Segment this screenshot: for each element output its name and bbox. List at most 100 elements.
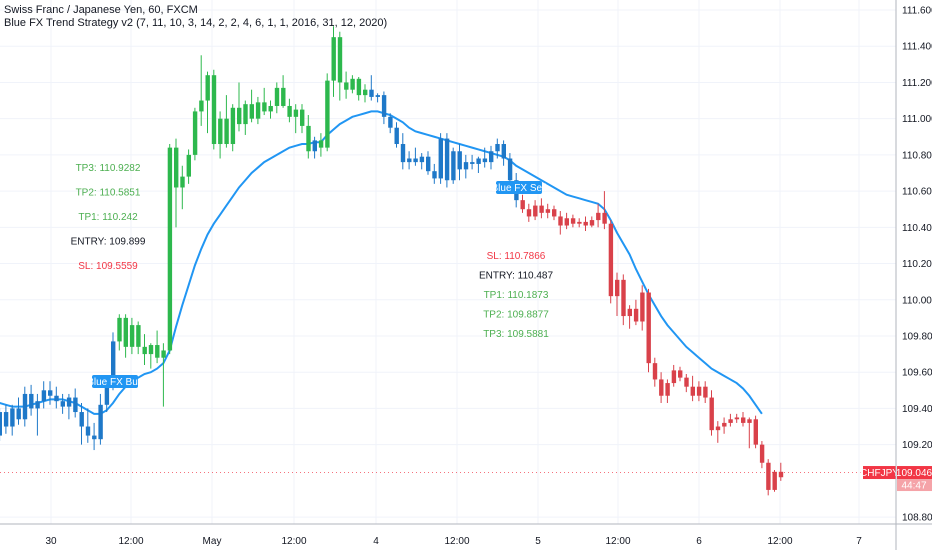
candle-body xyxy=(192,111,198,155)
candle xyxy=(734,413,740,423)
candle-body xyxy=(111,341,116,382)
candle xyxy=(545,203,551,219)
candle xyxy=(186,149,191,184)
candle xyxy=(66,393,72,420)
candle-body xyxy=(419,156,425,163)
price-tick-label: 110.600 xyxy=(902,187,932,198)
candle-body xyxy=(621,279,626,317)
candle-body xyxy=(495,144,500,152)
candle-body xyxy=(230,107,236,145)
candle-body xyxy=(356,78,362,96)
time-tick-label: 12:00 xyxy=(118,536,143,547)
candle-body xyxy=(400,144,406,163)
time-tick-label: 12:00 xyxy=(605,536,630,547)
candle-body xyxy=(759,444,765,463)
price-tick-label: 110.400 xyxy=(902,223,932,234)
candle-body xyxy=(180,176,185,188)
current-price-bg xyxy=(897,466,932,480)
price-tick-label: 109.800 xyxy=(902,331,932,342)
candle-body xyxy=(142,346,147,355)
candle xyxy=(79,402,84,445)
candle xyxy=(640,285,645,331)
candle-body xyxy=(104,381,110,405)
candle-body xyxy=(0,412,2,436)
candle xyxy=(407,151,412,170)
candle-body xyxy=(615,279,620,297)
candle xyxy=(205,71,210,134)
candle-body xyxy=(709,397,714,431)
candle xyxy=(400,133,406,170)
candle-body xyxy=(533,205,538,217)
candle xyxy=(369,75,374,101)
candle-body xyxy=(375,95,380,97)
candle-body xyxy=(174,147,179,188)
candle-body xyxy=(331,37,336,81)
candle xyxy=(155,330,160,364)
candle xyxy=(10,404,15,436)
candle-body xyxy=(696,386,702,396)
candle xyxy=(621,274,626,326)
candle xyxy=(255,96,261,125)
candle xyxy=(558,211,563,235)
candle xyxy=(117,314,122,351)
candle xyxy=(778,462,784,481)
sell-signal-label-bg xyxy=(496,181,542,194)
candle xyxy=(287,98,292,123)
candle-body xyxy=(300,109,305,126)
candle xyxy=(589,216,595,228)
candle-body xyxy=(577,221,582,224)
candle xyxy=(224,95,229,148)
candle-body xyxy=(545,209,551,213)
candle-body xyxy=(627,308,632,317)
time-tick-label: 12:00 xyxy=(444,536,469,547)
ma-series-line xyxy=(0,110,763,415)
candle-body xyxy=(54,395,59,402)
candle xyxy=(722,417,727,434)
sell-level-tp: TP1: 110.1873 xyxy=(484,290,549,301)
candle xyxy=(470,154,475,170)
candle-body xyxy=(48,390,53,396)
candle xyxy=(211,69,217,150)
candle-body xyxy=(426,156,431,172)
candle xyxy=(652,357,658,387)
candle xyxy=(520,194,525,213)
candle-body xyxy=(10,408,15,427)
candle xyxy=(766,459,771,496)
candle xyxy=(633,299,639,326)
candle xyxy=(167,144,173,355)
candle-body xyxy=(66,397,72,407)
candle xyxy=(41,381,47,409)
time-tick-label: 7 xyxy=(856,536,862,547)
candle xyxy=(281,75,286,108)
candle xyxy=(350,75,355,94)
candle-body xyxy=(734,417,740,420)
candle-body xyxy=(148,345,154,355)
candle xyxy=(180,165,185,210)
candle-body xyxy=(690,386,695,396)
candle xyxy=(92,422,97,451)
candle-body xyxy=(117,317,122,342)
price-tick-label: 111.600 xyxy=(902,6,932,17)
candle-body xyxy=(73,397,78,413)
candle-body xyxy=(457,151,462,170)
candle-body xyxy=(394,127,399,145)
candle-body xyxy=(274,87,280,106)
candle-body xyxy=(243,104,248,125)
candle xyxy=(728,413,733,427)
price-tick-label: 111.200 xyxy=(902,78,932,89)
candle-body xyxy=(262,102,267,112)
candle xyxy=(60,393,65,414)
candle-body xyxy=(123,317,128,347)
candle-body xyxy=(741,417,746,423)
candle xyxy=(482,147,488,168)
candle-body xyxy=(640,292,645,322)
candle xyxy=(237,82,242,132)
candle xyxy=(381,91,387,125)
candle xyxy=(388,113,393,134)
candle xyxy=(747,417,752,449)
candle-body xyxy=(92,435,97,440)
candle-body xyxy=(652,363,658,380)
candle-body xyxy=(501,144,506,159)
candle-body xyxy=(337,37,343,83)
